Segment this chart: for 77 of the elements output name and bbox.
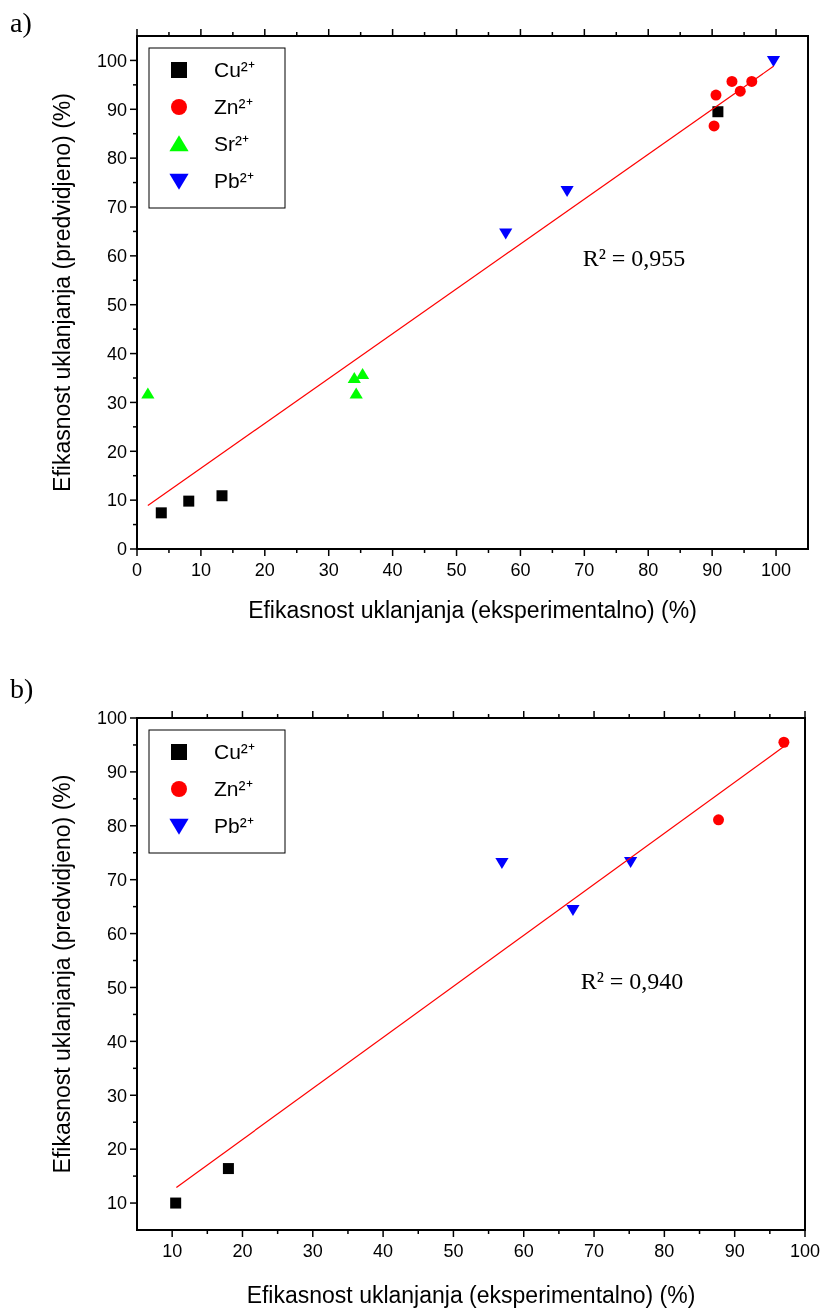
point <box>170 1197 182 1209</box>
point <box>155 507 167 519</box>
legend-label: Sr²⁺ <box>214 132 249 156</box>
point <box>347 371 361 383</box>
y-tick-label: 80 <box>106 148 127 169</box>
point <box>499 228 513 240</box>
point <box>766 55 781 67</box>
x-tick-label: 20 <box>232 1241 253 1261</box>
point <box>216 490 228 502</box>
y-tick-label: 70 <box>106 197 127 218</box>
point <box>141 387 155 399</box>
point <box>183 495 195 507</box>
x-tick-label: 30 <box>302 1241 323 1261</box>
annotation: R² = 0,940 <box>580 968 684 995</box>
y-tick-label: 30 <box>106 1085 127 1106</box>
y-tick-label: 20 <box>106 441 127 462</box>
y-axis-title: Efikasnost uklanjanja (predvidjeno) (%) <box>49 774 75 1174</box>
y-tick-label: 70 <box>106 869 127 890</box>
y-tick-label: 10 <box>106 1193 127 1214</box>
legend-label: Pb²⁺ <box>214 814 254 838</box>
y-tick-label: 0 <box>116 539 127 560</box>
y-axis-title: Efikasnost uklanjanja (predvidjeno) (%) <box>49 93 75 492</box>
x-tick-label: 30 <box>318 560 339 580</box>
point <box>566 904 580 916</box>
legend-label: Pb²⁺ <box>214 169 254 193</box>
y-tick-label: 60 <box>106 246 127 267</box>
point <box>726 75 738 87</box>
point <box>355 368 370 380</box>
x-tick-label: 80 <box>654 1241 675 1261</box>
x-tick-label: 90 <box>724 1241 745 1261</box>
x-tick-label: 100 <box>789 1241 821 1261</box>
point <box>495 858 509 870</box>
x-tick-label: 90 <box>702 560 723 580</box>
point <box>712 106 724 118</box>
y-tick-label: 40 <box>106 1031 127 1052</box>
y-tick-label: 50 <box>106 295 127 316</box>
y-tick-label: 90 <box>106 762 127 783</box>
x-tick-label: 40 <box>382 560 403 580</box>
x-axis-title: Efikasnost uklanjanja (eksperimentalno) (%) <box>248 597 697 623</box>
point <box>560 185 574 197</box>
chart-title: a) <box>10 7 32 38</box>
legend-label: Zn²⁺ <box>214 95 253 119</box>
y-tick-label: 60 <box>106 923 127 944</box>
y-tick-label: 90 <box>106 99 127 120</box>
x-tick-label: 80 <box>638 560 659 580</box>
point <box>713 814 725 826</box>
x-tick-label: 50 <box>443 1241 464 1261</box>
x-tick-label: 20 <box>254 560 275 580</box>
x-tick-label: 40 <box>373 1241 394 1261</box>
x-tick-label: 100 <box>761 560 792 580</box>
x-tick-label: 10 <box>162 1241 183 1261</box>
point <box>349 387 363 399</box>
y-tick-label: 100 <box>96 50 127 71</box>
y-tick-label: 40 <box>106 343 127 364</box>
x-tick-label: 70 <box>584 1241 605 1261</box>
y-tick-label: 10 <box>106 490 127 511</box>
y-tick-label: 80 <box>106 816 127 837</box>
point <box>778 736 790 748</box>
legend-label: Zn²⁺ <box>214 777 253 801</box>
y-tick-label: 100 <box>96 708 127 729</box>
y-tick-label: 30 <box>106 392 127 413</box>
chart-title: b) <box>10 673 34 704</box>
point <box>222 1163 234 1175</box>
x-tick-label: 60 <box>510 560 531 580</box>
y-tick-label: 20 <box>106 1139 127 1160</box>
x-tick-label: 10 <box>190 560 211 580</box>
legend-label: Cu²⁺ <box>214 740 255 764</box>
x-axis-title: Efikasnost uklanjanja (eksperimentalno) (%) <box>246 1282 696 1308</box>
x-tick-label: 60 <box>513 1241 534 1261</box>
annotation: R² = 0,955 <box>582 245 686 272</box>
y-tick-label: 50 <box>106 977 127 998</box>
legend-label: Cu²⁺ <box>214 58 255 82</box>
point <box>710 89 722 101</box>
x-tick-label: 70 <box>574 560 595 580</box>
x-tick-label: 50 <box>446 560 467 580</box>
x-tick-label: 0 <box>131 560 143 580</box>
point <box>708 120 720 132</box>
